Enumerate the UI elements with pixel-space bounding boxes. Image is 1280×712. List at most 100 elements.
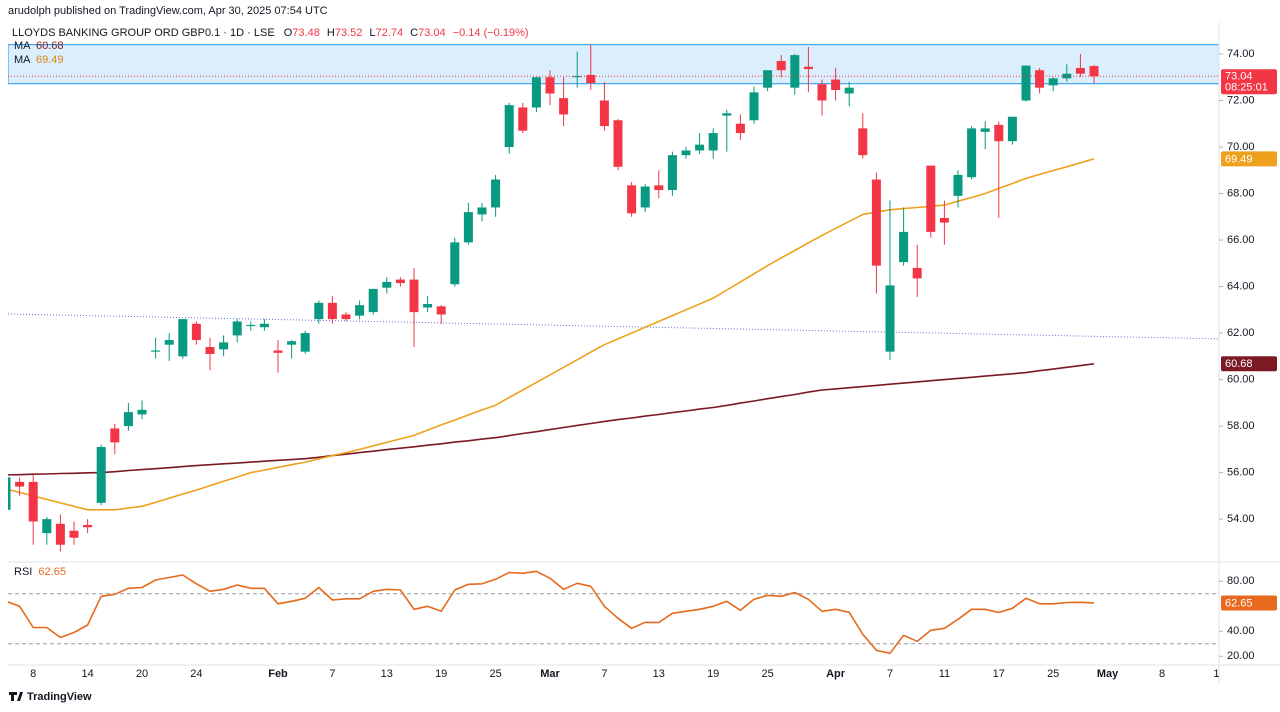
candle-body — [504, 105, 514, 147]
x-tick-label: 11 — [939, 668, 950, 680]
candle-body — [477, 207, 487, 215]
candle-body — [967, 128, 977, 178]
candle-body — [1048, 78, 1058, 86]
candle-body — [695, 144, 705, 151]
candle-body — [559, 98, 569, 115]
legend-ma-long: MA 60.68 — [14, 40, 64, 52]
candle-body — [885, 285, 895, 352]
candle-body — [246, 324, 256, 327]
candle-body — [368, 288, 378, 313]
x-tick-label: 20 — [136, 668, 148, 680]
legend-name: MA — [14, 40, 31, 52]
range-box — [8, 44, 1219, 85]
candle-body — [912, 267, 922, 279]
candle-body — [899, 231, 909, 263]
moving-average — [8, 363, 1095, 476]
close-label: C — [410, 27, 418, 39]
legend-name: MA — [14, 54, 31, 66]
low-label: L — [369, 27, 375, 39]
candle-body — [1062, 73, 1072, 79]
candle-body — [926, 165, 936, 232]
candle-body — [355, 305, 365, 316]
countdown-label: 08:25:01 — [1225, 82, 1268, 94]
x-tick-label: 25 — [1047, 668, 1059, 680]
candle-body — [640, 186, 650, 208]
candle-body — [831, 79, 841, 91]
candle-body — [1075, 67, 1085, 74]
candle-body — [137, 409, 147, 415]
y-tick-label: 60.00 — [1227, 373, 1255, 385]
candle-body — [273, 350, 283, 353]
candle-body — [749, 92, 759, 121]
rsi-tick-label: 80.00 — [1227, 575, 1255, 587]
candle-body — [300, 333, 310, 352]
ma-price-label: 69.49 — [1225, 153, 1253, 165]
candle-body — [151, 350, 161, 352]
y-tick-label: 68.00 — [1227, 187, 1255, 199]
candle-body — [980, 128, 990, 132]
symbol: LLOYDS BANKING GROUP ORD GBP0.1 · 1D · L… — [12, 27, 275, 39]
x-tick-label: 25 — [761, 668, 773, 680]
last-price-box — [1221, 69, 1277, 95]
x-tick-label: 7 — [329, 668, 335, 680]
candle-body — [382, 281, 392, 288]
price-pane — [8, 44, 1219, 552]
y-tick-label: 58.00 — [1227, 420, 1255, 432]
high-value: 73.52 — [335, 27, 363, 39]
candle-body — [42, 519, 52, 534]
tradingview-logo: TradingView — [9, 691, 92, 703]
x-tick-label: 17 — [993, 668, 1005, 680]
x-tick-label: Mar — [540, 668, 560, 680]
x-tick-label: Apr — [826, 668, 846, 680]
ma-price-box — [1221, 151, 1277, 167]
candle-body — [423, 303, 433, 308]
candle-body — [803, 66, 813, 70]
moving-average — [8, 158, 1095, 511]
y-tick-label: 54.00 — [1227, 513, 1255, 525]
candle-body — [708, 133, 718, 151]
candle-body — [491, 179, 501, 208]
candle-body — [232, 321, 242, 336]
candle-body — [327, 302, 337, 320]
legend-value: 69.49 — [36, 54, 64, 66]
logo-icon — [9, 692, 23, 701]
candle-body — [1089, 66, 1099, 77]
candle-body — [219, 342, 229, 350]
candle-body — [599, 100, 609, 127]
rsi-price-box — [1221, 595, 1277, 611]
x-tick-label: 25 — [489, 668, 501, 680]
candle-body — [164, 340, 174, 345]
candle-body — [205, 347, 215, 354]
candle-body — [463, 212, 473, 243]
y-tick-label: 74.00 — [1227, 48, 1255, 60]
x-tick-label: 13 — [381, 668, 393, 680]
rsi-price-label: 62.65 — [1225, 597, 1253, 609]
candle-body — [83, 524, 93, 528]
candle-body — [735, 123, 745, 134]
candle-body — [436, 306, 446, 315]
high-label: H — [327, 27, 335, 39]
published-note: arudolph published on TradingView.com, A… — [8, 5, 328, 17]
candle-body — [817, 84, 827, 101]
candle-body — [858, 128, 868, 156]
y-tick-label: 72.00 — [1227, 94, 1255, 106]
candle-body — [15, 481, 25, 487]
candle-body — [28, 481, 38, 522]
close-value: 73.04 — [418, 27, 446, 39]
symbol-line: LLOYDS BANKING GROUP ORD GBP0.1 · 1D · L… — [12, 27, 529, 39]
candle-body — [191, 323, 201, 341]
candle-body — [545, 77, 555, 94]
legend-value: 60.68 — [36, 40, 64, 52]
candle-body — [586, 74, 596, 84]
y-tick-label: 66.00 — [1227, 234, 1255, 246]
x-tick-label: 19 — [707, 668, 719, 680]
candle-body — [1007, 116, 1017, 142]
footer-brand: TradingView — [27, 691, 92, 703]
candle-body — [341, 314, 351, 320]
candle-body — [395, 279, 405, 284]
candle-body — [844, 87, 854, 94]
rsi-tick-label: 20.00 — [1227, 650, 1255, 662]
candle-body — [450, 242, 460, 285]
candle-body — [96, 447, 106, 503]
